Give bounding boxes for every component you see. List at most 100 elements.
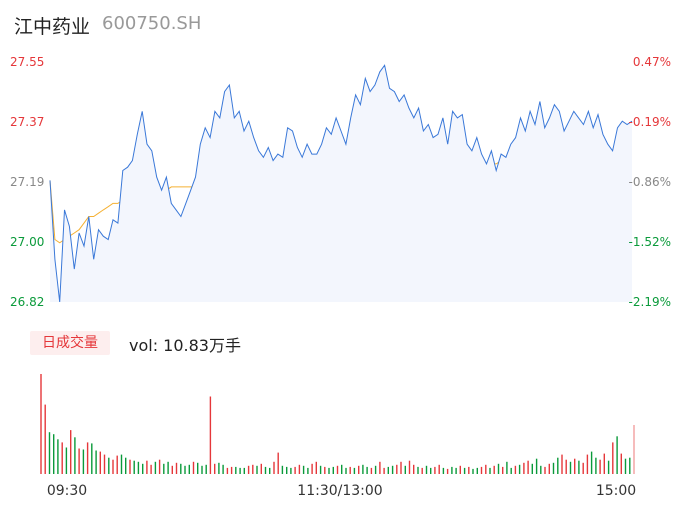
volume-bar xyxy=(188,464,190,474)
volume-bar xyxy=(353,467,356,474)
volume-bar xyxy=(158,459,161,474)
volume-bar xyxy=(574,458,576,474)
volume-bar xyxy=(247,465,250,474)
volume-bar xyxy=(358,465,360,474)
volume-bar xyxy=(476,467,478,474)
volume-bar xyxy=(82,449,85,474)
volume-bar xyxy=(290,467,292,474)
volume-bar xyxy=(370,467,373,474)
volume-bar xyxy=(535,458,538,474)
volume-bar xyxy=(438,464,440,474)
volume-bar xyxy=(86,442,89,474)
volume-bar xyxy=(214,463,216,474)
volume-bar xyxy=(222,464,224,474)
volume-bar xyxy=(201,465,203,474)
volume-bar xyxy=(455,467,457,474)
volume-bar xyxy=(57,439,59,474)
volume-bar xyxy=(590,451,593,474)
volume-bar xyxy=(65,447,68,474)
volume-bar xyxy=(599,459,601,474)
volume-bar xyxy=(514,465,517,474)
volume-bar xyxy=(607,460,610,474)
price-axis-label: 27.55 xyxy=(10,55,44,69)
volume-bar xyxy=(146,460,148,474)
volume-bar xyxy=(61,442,63,474)
volume-bar xyxy=(286,466,288,474)
volume-bar xyxy=(349,466,351,474)
percent-axis-label: -2.19% xyxy=(629,295,671,309)
price-area-fill xyxy=(50,65,632,302)
volume-bar xyxy=(167,461,169,474)
volume-bar xyxy=(374,465,377,474)
volume-bar xyxy=(544,466,546,474)
volume-bar xyxy=(531,463,533,474)
percent-axis-label: -0.19% xyxy=(629,115,671,129)
price-axis-label: 27.37 xyxy=(10,115,44,129)
volume-bar xyxy=(595,457,597,474)
time-axis-label: 11:30/13:00 xyxy=(297,483,382,499)
volume-bar xyxy=(74,437,76,474)
percent-axis-label: -0.86% xyxy=(629,175,671,189)
volume-bar xyxy=(307,467,309,474)
volume-bar xyxy=(180,463,182,474)
volume-bar xyxy=(171,465,173,474)
volume-bar xyxy=(616,436,618,474)
volume-bar xyxy=(451,466,453,474)
volume-bar xyxy=(99,451,101,474)
volume-bar xyxy=(569,461,572,474)
volume-bar xyxy=(383,467,385,474)
volume-bar xyxy=(315,461,317,474)
volume-bar xyxy=(518,464,521,474)
volume-bar xyxy=(421,467,423,474)
volume-bar xyxy=(163,463,165,474)
volume-bar xyxy=(112,459,114,474)
time-axis-label: 09:30 xyxy=(47,483,87,499)
volume-bar xyxy=(129,459,131,474)
volume-bar xyxy=(624,458,627,474)
volume-bar xyxy=(235,466,237,474)
volume-bar xyxy=(209,396,212,474)
volume-bar xyxy=(387,466,389,474)
volume-bar xyxy=(328,467,330,474)
volume-bar xyxy=(502,466,504,474)
volume-bar xyxy=(53,434,55,474)
volume-bar xyxy=(264,466,267,474)
volume-bar xyxy=(413,464,415,474)
volume-bar xyxy=(154,461,157,474)
volume-bar xyxy=(48,432,51,474)
volume-bar xyxy=(281,465,284,474)
volume-bar xyxy=(256,465,258,474)
volume-bar xyxy=(620,453,622,474)
volume-readout: vol: 10.83万手 xyxy=(129,336,241,355)
volume-bar xyxy=(345,467,347,474)
volume-bar xyxy=(523,462,525,474)
volume-bar xyxy=(226,467,229,474)
volume-bar xyxy=(430,467,432,474)
volume-bar xyxy=(70,430,72,474)
volume-bar xyxy=(379,461,381,474)
volume-bar xyxy=(472,468,474,474)
price-axis-label: 27.19 xyxy=(10,175,44,189)
volume-bar xyxy=(324,466,326,474)
stock-name: 江中药业 xyxy=(14,16,91,38)
volume-bar xyxy=(540,465,542,474)
volume-bar xyxy=(400,461,402,474)
volume-bar xyxy=(108,457,110,474)
volume-bar xyxy=(468,466,470,474)
volume-bar xyxy=(103,454,106,474)
volume-bar xyxy=(95,450,97,474)
volume-bar xyxy=(184,465,186,474)
volume-bar xyxy=(510,467,512,474)
tab-daily-volume[interactable]: 日成交量 xyxy=(30,331,110,355)
volume-bar xyxy=(311,463,313,474)
volume-bar xyxy=(120,454,123,474)
volume-bar xyxy=(396,464,398,474)
volume-bar xyxy=(362,464,364,474)
volume-bar xyxy=(40,374,42,474)
volume-bar xyxy=(91,443,93,474)
volume-bar xyxy=(366,466,368,474)
volume-bar xyxy=(480,466,483,474)
volume-bar xyxy=(294,466,296,474)
volume-bar xyxy=(133,460,135,474)
